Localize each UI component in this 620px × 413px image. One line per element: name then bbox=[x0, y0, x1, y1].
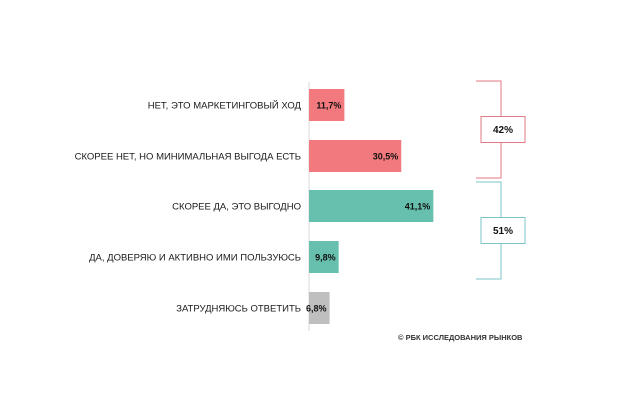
bar bbox=[309, 292, 330, 324]
group-total-label: 42% bbox=[493, 125, 513, 136]
value-label: 11,7% bbox=[316, 101, 341, 111]
group-box bbox=[480, 116, 526, 143]
bar bbox=[309, 241, 339, 273]
category-label: СКОРЕЕ НЕТ, НО МИНИМАЛЬНАЯ ВЫГОДА ЕСТЬ bbox=[75, 152, 301, 163]
group-total-label: 51% bbox=[493, 226, 513, 237]
source-credit: © РБК ИССЛЕДОВАНИЯ РЫНКОВ bbox=[398, 333, 523, 342]
bar bbox=[309, 190, 434, 222]
category-label: СКОРЕЕ ДА, ЭТО ВЫГОДНО bbox=[172, 202, 301, 213]
value-label: 9,8% bbox=[315, 253, 336, 263]
group-box bbox=[480, 217, 526, 244]
bar bbox=[309, 140, 402, 172]
value-label: 6,8% bbox=[306, 304, 327, 314]
category-label: ЗАТРУДНЯЮСЬ ОТВЕТИТЬ bbox=[176, 304, 301, 315]
value-label: 41,1% bbox=[405, 202, 431, 212]
bar bbox=[309, 89, 345, 121]
category-label: НЕТ, ЭТО МАРКЕТИНГОВЫЙ ХОД bbox=[148, 100, 302, 112]
category-label: ДА, ДОВЕРЯЮ И АКТИВНО ИМИ ПОЛЬЗУЮСЬ bbox=[89, 253, 301, 264]
value-label: 30,5% bbox=[373, 152, 399, 162]
